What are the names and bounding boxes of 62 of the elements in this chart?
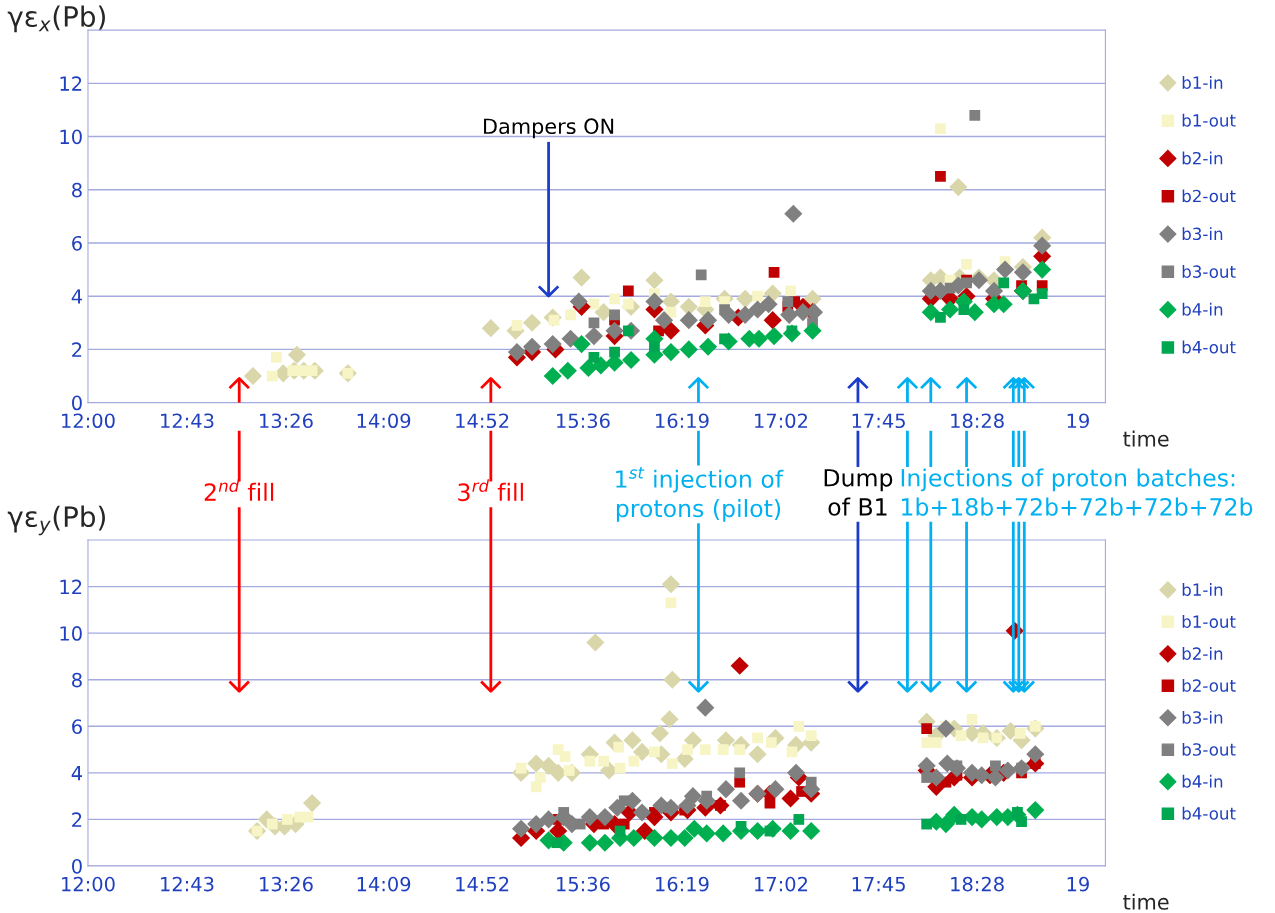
legend-label: b1-in bbox=[1182, 76, 1223, 89]
y-tick-label: 10 bbox=[60, 129, 82, 145]
x-tick-label: 17:45 bbox=[852, 877, 905, 892]
x-tick-label: 19 bbox=[1067, 876, 1089, 892]
y-tick-label: 0 bbox=[72, 395, 82, 411]
x-tick-label: 18:28 bbox=[951, 876, 1004, 892]
legend-label: b2-in bbox=[1182, 647, 1223, 660]
x-tick-label: 12:43 bbox=[161, 876, 214, 892]
x-tick-label: 12:00 bbox=[62, 876, 115, 892]
x-axis-title: time bbox=[1123, 893, 1169, 910]
legend-label: b1-in bbox=[1182, 583, 1223, 596]
legend-label: b4-in bbox=[1182, 302, 1223, 316]
legend-label: b2-out bbox=[1182, 189, 1236, 203]
x-tick-label: 16:19 bbox=[656, 413, 709, 429]
y-tick-label: 2 bbox=[72, 812, 82, 827]
legend-label: b1-out bbox=[1182, 113, 1236, 127]
ref-line-label: Dampers ON bbox=[484, 118, 614, 139]
legend-label: b3-in bbox=[1182, 710, 1223, 724]
y-tick-label: 8 bbox=[72, 182, 82, 198]
x-tick-label: 17:02 bbox=[755, 876, 808, 892]
x-tick-label: 15:36 bbox=[557, 876, 610, 892]
x-tick-label: 14:52 bbox=[456, 876, 509, 892]
x-tick-label: 14:52 bbox=[456, 413, 509, 429]
x-tick-label: 17:02 bbox=[755, 413, 808, 429]
legend-label: b2-out bbox=[1182, 678, 1236, 692]
y-tick-label: 8 bbox=[72, 672, 82, 688]
y-tick-label: 4 bbox=[71, 766, 83, 781]
y-tick-label: 12 bbox=[60, 579, 82, 594]
x-tick-label: 13:26 bbox=[260, 876, 313, 892]
y-axis-title: γε$_{y}$(Pb) bbox=[7, 505, 105, 536]
y-tick-label: 0 bbox=[72, 858, 82, 874]
y-axis-title: γε$_{x}$(Pb) bbox=[7, 5, 105, 33]
x-tick-label: 19 bbox=[1067, 413, 1089, 429]
legend-label: b2-in bbox=[1182, 151, 1223, 165]
ref-line-label: Injections of proton batches: 1b+18b+72b+72b+72b+72b bbox=[901, 468, 1253, 516]
y-tick-label: 4 bbox=[71, 289, 83, 304]
x-tick-label: 12:00 bbox=[62, 413, 115, 429]
y-tick-label: 6 bbox=[72, 235, 82, 251]
ref-line-label: 1$^{st}$ injection of protons (pilot) bbox=[616, 466, 784, 522]
legend-label: b3-in bbox=[1182, 227, 1223, 241]
y-tick-label: 12 bbox=[60, 76, 82, 91]
legend-label: b4-out bbox=[1182, 340, 1236, 354]
ref-line-label: 2$^{nd}$ fill bbox=[204, 479, 274, 501]
legend-label: b1-out bbox=[1182, 615, 1236, 628]
x-tick-label: 12:43 bbox=[161, 413, 214, 429]
y-tick-label: 10 bbox=[60, 626, 82, 641]
legend-label: b3-out bbox=[1182, 742, 1236, 756]
y-tick-label: 2 bbox=[72, 342, 82, 357]
x-axis-title: time bbox=[1123, 430, 1169, 447]
x-tick-label: 14:09 bbox=[357, 413, 411, 429]
x-tick-label: 16:19 bbox=[656, 876, 709, 892]
ref-line-label: 3$^{rd}$ fill bbox=[458, 479, 523, 502]
y-tick-label: 6 bbox=[72, 719, 82, 734]
legend-label: b3-out bbox=[1182, 265, 1236, 278]
x-tick-label: 13:26 bbox=[260, 413, 313, 429]
legend-label: b4-out bbox=[1182, 806, 1236, 820]
x-tick-label: 14:09 bbox=[357, 876, 411, 892]
x-tick-label: 18:28 bbox=[951, 413, 1004, 429]
x-tick-label: 17:45 bbox=[852, 413, 905, 429]
x-tick-label: 15:36 bbox=[557, 413, 610, 429]
ref-line-label: Dump of B1 bbox=[824, 469, 893, 516]
legend-label: b4-in bbox=[1182, 774, 1223, 788]
